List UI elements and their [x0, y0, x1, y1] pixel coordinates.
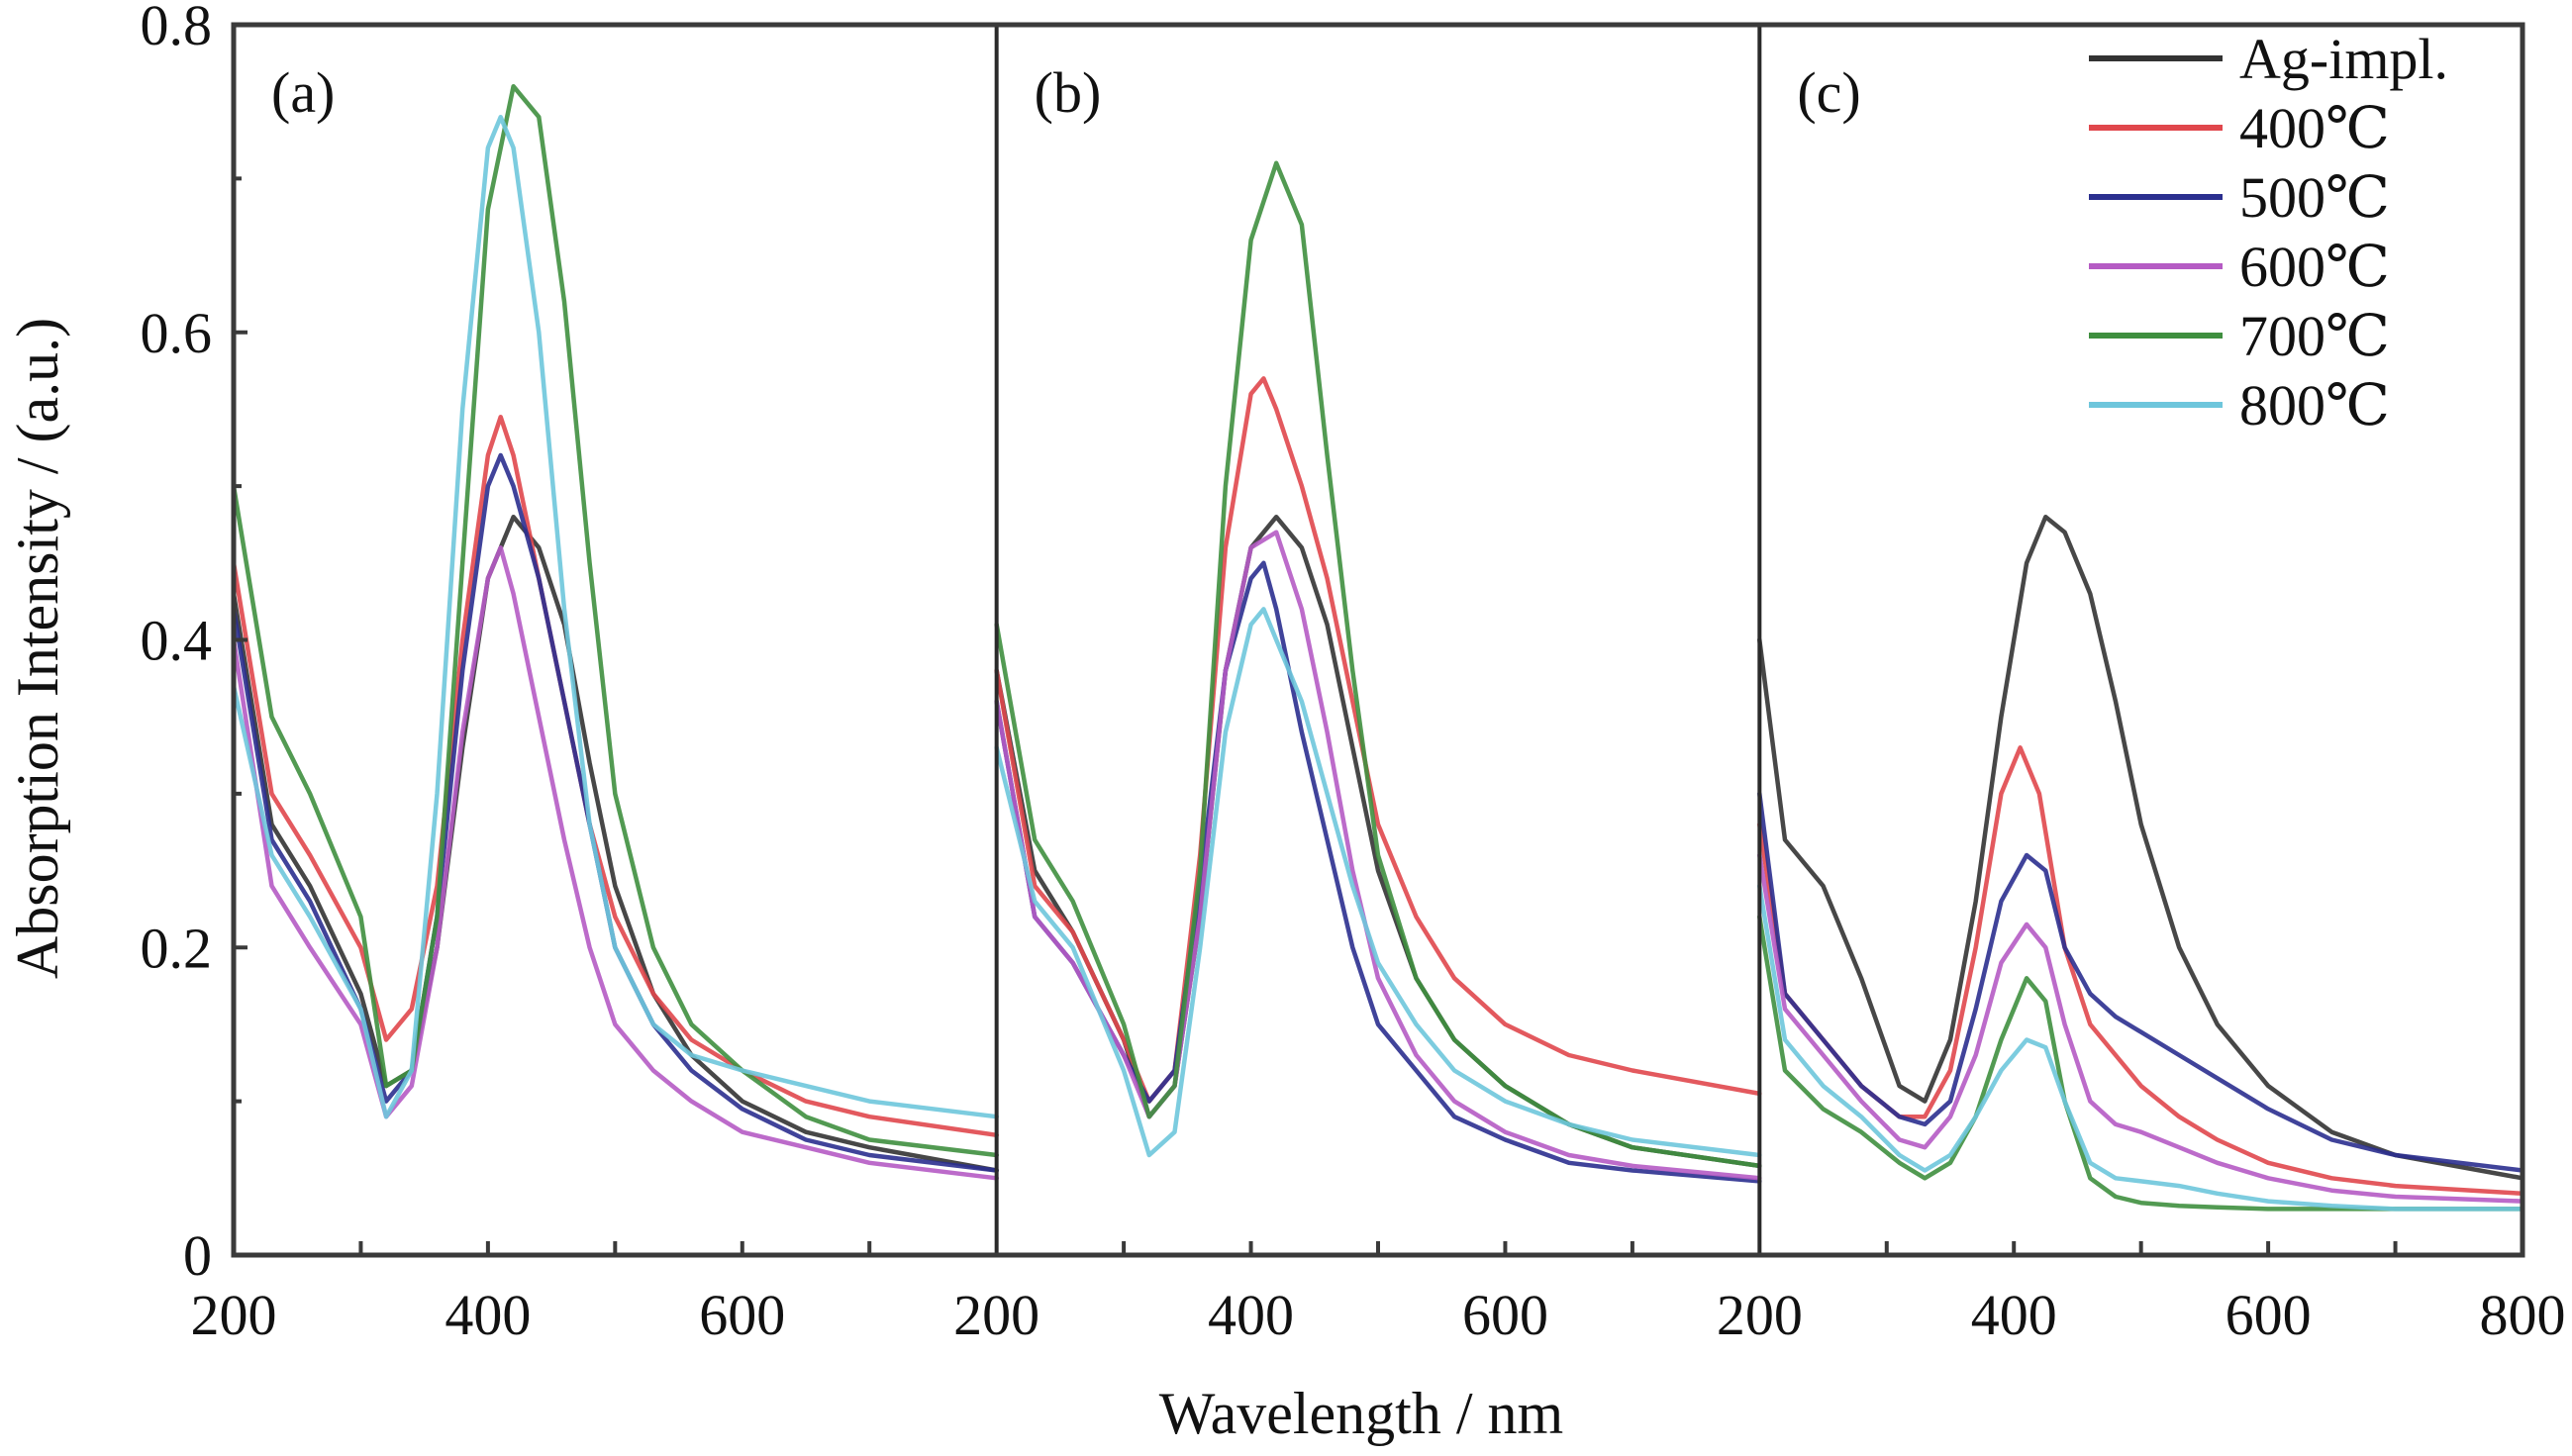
- panel-label-b: (b): [1035, 60, 1102, 125]
- series-line-700-c: [1757, 914, 2525, 1212]
- y-tick-label: 0.4: [141, 609, 213, 673]
- panel-label-a: (a): [271, 60, 335, 125]
- y-tick-label: 0.8: [141, 0, 213, 57]
- x-tick-label: 800: [2480, 1283, 2566, 1347]
- legend-label-500: 500℃: [2239, 165, 2390, 230]
- series-line-ag-impl-c: [1757, 514, 2525, 1181]
- x-tick-label: 200: [191, 1283, 277, 1347]
- x-tick-label: 400: [445, 1283, 531, 1347]
- legend-label-600: 600℃: [2239, 235, 2390, 299]
- series-line-600-b: [994, 530, 1762, 1181]
- x-tick-label: 600: [2226, 1283, 2312, 1347]
- legend-label-700: 700℃: [2239, 304, 2390, 368]
- x-tick-label: 400: [1208, 1283, 1294, 1347]
- series-line-800-a: [231, 114, 999, 1119]
- legend-label-800: 800℃: [2239, 373, 2390, 437]
- series-line-600-c: [1757, 852, 2525, 1204]
- x-tick-label: 200: [953, 1283, 1039, 1347]
- legend-label-400: 400℃: [2239, 96, 2390, 160]
- x-tick-label: 400: [1971, 1283, 2057, 1347]
- plot-area: (a) (b) (c) 0 0.2 0.4 0.6 0.8 200 400 600 200 400 600…: [141, 0, 2566, 1347]
- legend-label-ag-impl: Ag-impl.: [2239, 27, 2448, 91]
- series-line-800-b: [994, 607, 1762, 1158]
- y-tick-label: 0.6: [141, 301, 213, 365]
- series-line-600-a: [231, 545, 999, 1181]
- y-tick-label: 0.2: [141, 916, 213, 980]
- y-tick-label: 0: [183, 1223, 212, 1288]
- series-line-500-c: [1757, 791, 2525, 1173]
- panel-a: (a): [231, 60, 999, 1181]
- x-tick-label: 600: [699, 1283, 785, 1347]
- y-axis-title: Absorption Intensity / (a.u.): [5, 318, 70, 979]
- series-line-700-a: [231, 83, 999, 1158]
- panel-c: (c): [1757, 60, 2525, 1212]
- series-line-700-b: [994, 160, 1762, 1169]
- x-tick-label: 200: [1717, 1283, 1803, 1347]
- panel-label-c: (c): [1797, 60, 1860, 125]
- panel-b: (b): [994, 60, 1762, 1184]
- x-tick-label: 600: [1462, 1283, 1548, 1347]
- series-line-800-c: [1757, 883, 2525, 1212]
- x-axis-title: Wavelength / nm: [1159, 1381, 1563, 1446]
